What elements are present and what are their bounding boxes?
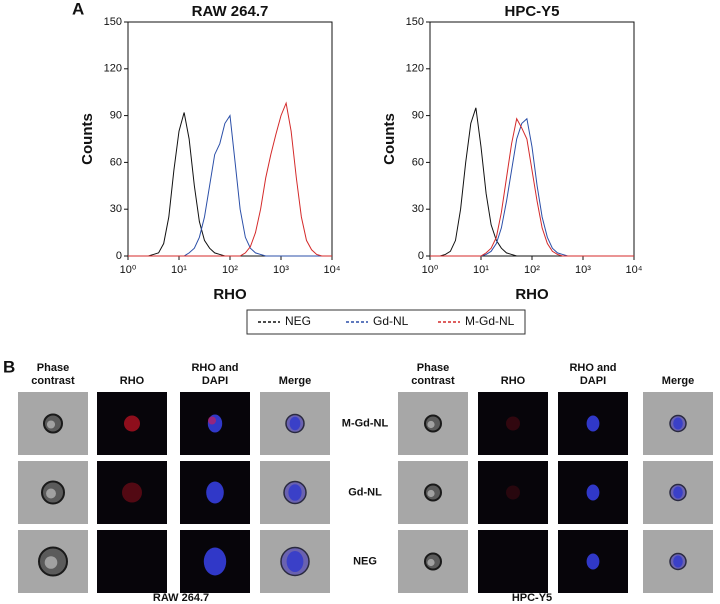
rho-signal bbox=[124, 415, 140, 432]
x-tick-label: 10¹ bbox=[473, 264, 489, 276]
x-tick-label: 10⁰ bbox=[120, 264, 137, 276]
x-tick-label: 10¹ bbox=[171, 264, 187, 276]
x-axis-label: RHO bbox=[213, 286, 247, 303]
y-tick-label: 90 bbox=[110, 110, 122, 122]
y-tick-label: 150 bbox=[406, 16, 424, 28]
x-tick-label: 10³ bbox=[575, 264, 591, 276]
y-axis-label: Counts bbox=[381, 113, 398, 165]
group-caption: RAW 264.7 bbox=[153, 592, 209, 604]
row-label: M-Gd-NL bbox=[342, 417, 389, 429]
y-tick-label: 30 bbox=[412, 203, 424, 215]
column-header: RHO and DAPI bbox=[569, 362, 617, 387]
column-header: Phase contrast bbox=[31, 362, 75, 387]
y-tick-label: 150 bbox=[104, 16, 122, 28]
micrograph bbox=[478, 530, 548, 593]
cell-core bbox=[46, 488, 56, 499]
row-label: NEG bbox=[353, 555, 377, 567]
column-header: RHO bbox=[119, 375, 145, 387]
micrograph bbox=[478, 392, 548, 455]
column-header: RHO bbox=[500, 375, 526, 387]
panel-label: B bbox=[3, 357, 15, 376]
dapi-signal bbox=[586, 415, 600, 432]
x-tick-label: 10² bbox=[524, 264, 540, 276]
nucleus bbox=[673, 555, 683, 568]
cell-core bbox=[427, 558, 435, 567]
chart-title: HPC-Y5 bbox=[504, 3, 559, 20]
x-tick-label: 10³ bbox=[273, 264, 289, 276]
legend-label: Gd-NL bbox=[373, 314, 409, 328]
cell-core bbox=[44, 556, 58, 569]
rho-signal bbox=[208, 416, 216, 425]
column-header: Merge bbox=[278, 375, 312, 387]
nucleus bbox=[286, 551, 304, 572]
column-header: RHO and DAPI bbox=[191, 362, 239, 387]
rho-signal bbox=[122, 482, 142, 503]
y-tick-label: 0 bbox=[116, 250, 122, 262]
histogram-line bbox=[128, 112, 332, 257]
legend-box bbox=[246, 309, 526, 335]
group-caption: HPC-Y5 bbox=[512, 592, 552, 604]
histogram-line bbox=[430, 117, 634, 257]
y-axis-label: Counts bbox=[79, 113, 96, 165]
histogram-line bbox=[128, 114, 332, 257]
micrograph bbox=[478, 461, 548, 524]
nucleus bbox=[673, 417, 683, 430]
x-tick-label: 10² bbox=[222, 264, 238, 276]
dapi-signal bbox=[203, 547, 227, 576]
cell-core bbox=[427, 489, 435, 498]
chart-title: RAW 264.7 bbox=[192, 3, 269, 20]
y-tick-label: 120 bbox=[104, 63, 122, 75]
rho-signal bbox=[506, 416, 520, 431]
column-header: Phase contrast bbox=[411, 362, 455, 387]
histogram-line bbox=[430, 107, 634, 257]
y-tick-label: 30 bbox=[110, 203, 122, 215]
histogram-line bbox=[430, 117, 634, 257]
row-label: Gd-NL bbox=[348, 486, 382, 498]
x-tick-label: 10⁴ bbox=[324, 264, 341, 276]
dapi-signal bbox=[206, 481, 224, 504]
column-header: Merge bbox=[661, 375, 695, 387]
nucleus bbox=[288, 484, 302, 501]
y-tick-label: 60 bbox=[412, 156, 424, 168]
x-tick-label: 10⁴ bbox=[626, 264, 643, 276]
dapi-signal bbox=[586, 484, 600, 501]
plot-frame bbox=[127, 21, 333, 257]
panel-label: A bbox=[72, 0, 84, 18]
histogram-line bbox=[128, 101, 332, 257]
x-tick-label: 10⁰ bbox=[422, 264, 439, 276]
micrograph bbox=[97, 461, 167, 524]
y-tick-label: 120 bbox=[406, 63, 424, 75]
y-tick-label: 0 bbox=[418, 250, 424, 262]
rho-signal bbox=[506, 485, 520, 500]
x-axis-label: RHO bbox=[515, 286, 549, 303]
cell-core bbox=[46, 420, 56, 429]
dapi-signal bbox=[586, 553, 600, 570]
legend-label: NEG bbox=[285, 314, 311, 328]
legend-label: M-Gd-NL bbox=[465, 314, 515, 328]
nucleus bbox=[289, 416, 301, 431]
plot-frame bbox=[429, 21, 635, 257]
cell-core bbox=[427, 420, 435, 429]
nucleus bbox=[673, 486, 683, 499]
y-tick-label: 60 bbox=[110, 156, 122, 168]
y-tick-label: 90 bbox=[412, 110, 424, 122]
micrograph bbox=[97, 530, 167, 593]
